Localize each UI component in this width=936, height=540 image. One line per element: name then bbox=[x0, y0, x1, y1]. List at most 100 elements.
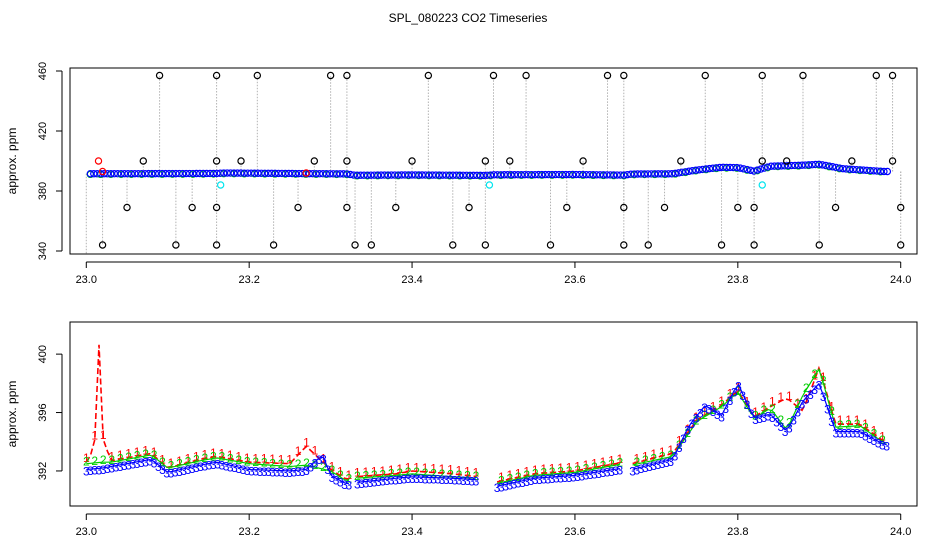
baseline-point bbox=[110, 169, 119, 178]
baseline-point bbox=[808, 160, 816, 169]
baseline-point bbox=[473, 171, 481, 180]
series-1-marker: 1 bbox=[583, 458, 590, 472]
series-1-marker: 1 bbox=[769, 395, 776, 409]
baseline-point bbox=[685, 167, 693, 175]
series-3-marker: 3 bbox=[346, 479, 353, 493]
top-x-tick-label: 23.4 bbox=[401, 274, 422, 286]
series-1-marker: 1 bbox=[566, 460, 573, 474]
bottom-x-tick-label: 23.6 bbox=[564, 526, 585, 538]
baseline-point bbox=[425, 171, 433, 179]
baseline-point bbox=[781, 162, 789, 170]
outlier-point bbox=[489, 71, 498, 80]
baseline-point bbox=[264, 169, 272, 178]
series-3-line bbox=[86, 456, 350, 485]
outlier-point bbox=[782, 157, 791, 165]
baseline-point bbox=[148, 169, 156, 178]
top-x-tick-label: 23.2 bbox=[238, 274, 259, 286]
series-3-marker: 3 bbox=[464, 474, 471, 488]
series-3-marker: 3 bbox=[159, 463, 166, 477]
outlier-point bbox=[603, 71, 612, 80]
series-3-marker: 3 bbox=[515, 477, 522, 491]
baseline-point bbox=[363, 171, 372, 179]
series-1-marker: 1 bbox=[854, 413, 861, 427]
baseline-point bbox=[387, 171, 396, 179]
series-1-marker: 1 bbox=[108, 450, 115, 464]
baseline-point bbox=[551, 170, 560, 179]
baseline-point bbox=[534, 170, 543, 179]
outlier-point bbox=[481, 157, 490, 165]
series-3-marker: 3 bbox=[138, 456, 145, 470]
baseline-point bbox=[763, 163, 772, 171]
baseline-point bbox=[798, 161, 806, 169]
series-3-marker: 3 bbox=[591, 467, 598, 481]
red-point bbox=[302, 169, 310, 177]
series-3-marker: 3 bbox=[426, 472, 433, 486]
series-3-marker: 3 bbox=[329, 471, 336, 485]
series-1-marker: 1 bbox=[447, 463, 454, 477]
baseline-point bbox=[120, 169, 129, 178]
baseline-point bbox=[247, 169, 255, 177]
baseline-point bbox=[787, 161, 796, 170]
series-2-marker: 2 bbox=[591, 460, 598, 474]
outlier-point bbox=[481, 241, 490, 249]
series-1-marker: 1 bbox=[837, 413, 844, 427]
series-1-marker: 1 bbox=[794, 396, 801, 410]
baseline-point bbox=[230, 169, 238, 177]
series-3-marker: 3 bbox=[638, 462, 645, 476]
series-3-marker: 3 bbox=[189, 462, 196, 476]
series-1-marker: 1 bbox=[261, 452, 268, 466]
baseline-point bbox=[428, 171, 437, 179]
series-3-marker: 3 bbox=[104, 462, 111, 476]
baseline-point bbox=[250, 169, 259, 177]
series-3-marker: 3 bbox=[604, 466, 611, 480]
baseline-point bbox=[257, 169, 266, 177]
top-x-tick-label: 24.0 bbox=[890, 274, 911, 286]
series-3-marker: 3 bbox=[862, 430, 869, 444]
baseline-point bbox=[418, 171, 426, 179]
outlier-point bbox=[237, 157, 245, 165]
series-2-marker: 2 bbox=[396, 466, 403, 480]
bottom-y-tick-label: 400 bbox=[37, 345, 49, 363]
series-3-marker: 3 bbox=[418, 472, 425, 486]
series-3-marker: 3 bbox=[545, 472, 552, 486]
outlier-point bbox=[872, 71, 880, 80]
outlier-point bbox=[212, 241, 221, 249]
baseline-point bbox=[630, 170, 638, 178]
series-3-marker: 3 bbox=[828, 415, 835, 429]
baseline-point bbox=[610, 171, 618, 179]
baseline-point bbox=[709, 164, 717, 172]
series-3-marker: 3 bbox=[108, 461, 115, 475]
baseline-point bbox=[295, 169, 303, 178]
outlier-point bbox=[677, 157, 685, 165]
baseline-point bbox=[497, 171, 505, 179]
series-3-marker: 3 bbox=[257, 465, 264, 479]
series-3-marker: 3 bbox=[744, 398, 751, 412]
baseline-point bbox=[189, 169, 197, 178]
top-panel-co2-scatter: 23.0 23.2 23.4 23.6 23.8 24.0 340 380 420 460 appr… bbox=[5, 62, 918, 286]
series-3-marker: 3 bbox=[807, 388, 814, 402]
baseline-point bbox=[377, 171, 385, 179]
baseline-point bbox=[401, 171, 409, 179]
baseline-point bbox=[315, 169, 324, 178]
series-2-marker: 2 bbox=[820, 374, 827, 388]
series-3-marker: 3 bbox=[617, 464, 624, 478]
series-1-marker: 1 bbox=[117, 448, 124, 462]
series-2-marker: 2 bbox=[261, 456, 268, 470]
series-1-marker: 1 bbox=[786, 389, 793, 403]
series-3-marker: 3 bbox=[451, 473, 458, 487]
series-3-marker: 3 bbox=[163, 467, 170, 481]
bottom-x-tick-label: 23.2 bbox=[238, 526, 259, 538]
series-3-marker: 3 bbox=[782, 425, 789, 439]
series-3-marker: 3 bbox=[600, 466, 607, 480]
series-3-marker: 3 bbox=[333, 473, 340, 487]
series-2-marker: 2 bbox=[295, 457, 302, 471]
outlier-point bbox=[563, 203, 571, 212]
series-3-marker: 3 bbox=[511, 478, 518, 492]
bottom-y-tick-label: 392 bbox=[37, 462, 49, 480]
series-3-marker: 3 bbox=[879, 439, 886, 453]
baseline-point bbox=[866, 166, 874, 175]
baseline-point bbox=[671, 169, 679, 178]
series-2-marker: 2 bbox=[803, 381, 810, 395]
baseline-point bbox=[199, 169, 207, 178]
outlier-point bbox=[897, 241, 905, 249]
